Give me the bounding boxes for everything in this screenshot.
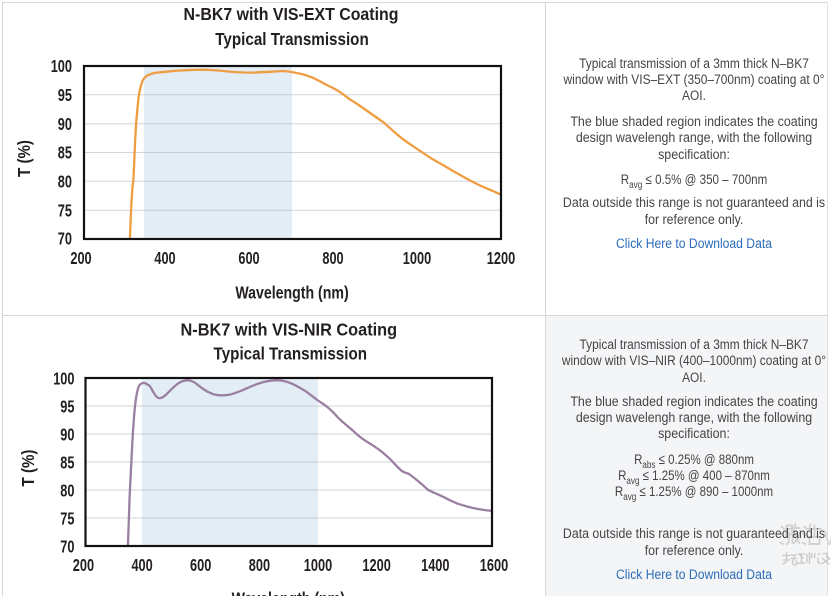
svg-text:1600: 1600 [480,556,509,576]
svg-text:80: 80 [58,173,72,193]
svg-text:400: 400 [154,249,176,269]
svg-text:75: 75 [60,509,74,529]
svg-text:80: 80 [60,481,74,501]
svg-text:N-BK7 with VIS-EXT Coating: N-BK7 with VIS-EXT Coating [184,4,399,24]
svg-text:200: 200 [70,249,92,269]
svg-text:90: 90 [60,425,74,445]
svg-text:Wavelength (nm): Wavelength (nm) [235,283,348,303]
svg-text:75: 75 [58,201,72,221]
svg-text:T (%): T (%) [14,140,35,177]
svg-text:1000: 1000 [403,249,432,269]
svg-text:T (%): T (%) [18,450,39,487]
svg-text:85: 85 [58,144,72,164]
svg-text:70: 70 [60,537,74,557]
svg-text:200: 200 [73,556,95,576]
svg-text:400: 400 [131,556,153,576]
svg-text:Typical Transmission: Typical Transmission [214,343,368,364]
svg-text:1200: 1200 [362,556,391,576]
svg-text:90: 90 [58,115,72,135]
svg-text:1200: 1200 [487,249,516,269]
svg-text:85: 85 [60,453,74,473]
svg-text:600: 600 [190,556,212,576]
svg-text:Wavelength (nm): Wavelength (nm) [232,589,345,596]
svg-text:70: 70 [58,230,72,250]
svg-text:1400: 1400 [421,556,450,576]
svg-text:Typical Transmission: Typical Transmission [215,29,369,50]
svg-text:800: 800 [322,249,344,269]
svg-text:95: 95 [60,397,74,417]
svg-text:800: 800 [249,556,271,576]
svg-text:95: 95 [58,86,72,106]
svg-text:N-BK7 with VIS-NIR Coating: N-BK7 with VIS-NIR Coating [180,319,397,340]
svg-text:100: 100 [53,369,75,389]
svg-text:600: 600 [238,249,260,269]
svg-text:100: 100 [51,57,73,77]
svg-text:1000: 1000 [304,556,333,576]
svg-text:W: W [824,526,831,550]
